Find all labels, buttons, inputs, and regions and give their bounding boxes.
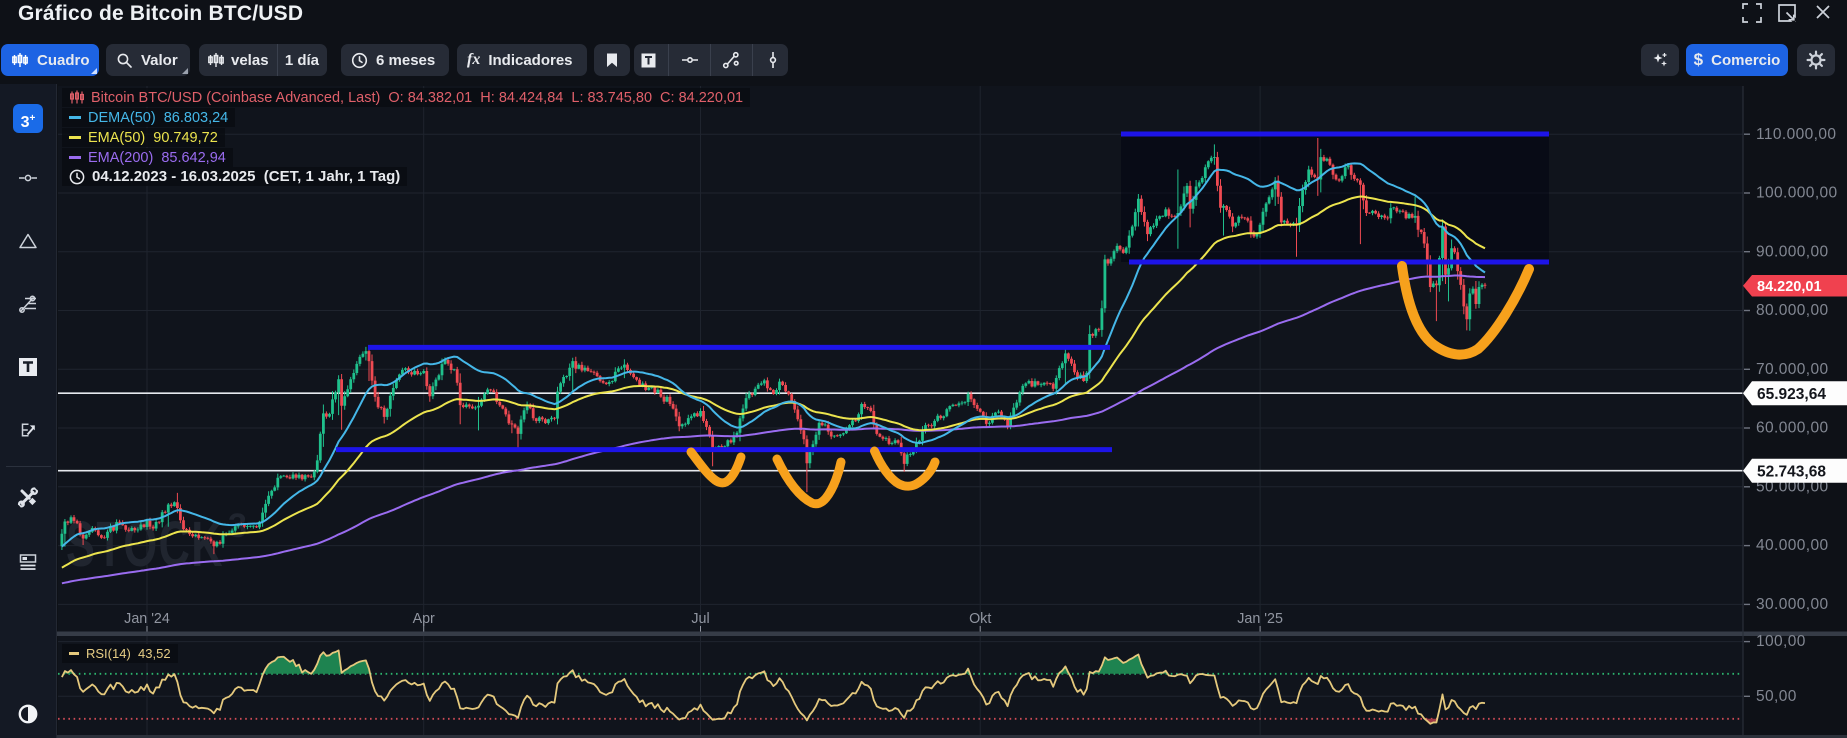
svg-text:65.923,64: 65.923,64 xyxy=(1757,386,1826,403)
svg-text:50,00: 50,00 xyxy=(1756,688,1797,705)
svg-text:52.743,68: 52.743,68 xyxy=(1757,463,1826,480)
svg-text:Jan '25: Jan '25 xyxy=(1237,611,1283,627)
svg-text:30.000,00: 30.000,00 xyxy=(1756,596,1829,613)
svg-text:Jan '24: Jan '24 xyxy=(124,611,170,627)
svg-text:90.000,00: 90.000,00 xyxy=(1756,243,1829,260)
svg-text:STOCK: STOCK xyxy=(66,508,224,580)
svg-text:110.000,00: 110.000,00 xyxy=(1756,126,1836,143)
svg-text:80.000,00: 80.000,00 xyxy=(1756,302,1829,319)
svg-text:Apr: Apr xyxy=(413,611,435,627)
svg-text:40.000,00: 40.000,00 xyxy=(1756,537,1829,554)
svg-text:100.000,00: 100.000,00 xyxy=(1756,185,1838,202)
svg-text:Jul: Jul xyxy=(691,611,709,627)
svg-text:Okt: Okt xyxy=(969,611,991,627)
svg-text:100,00: 100,00 xyxy=(1756,633,1806,650)
svg-text:60.000,00: 60.000,00 xyxy=(1756,420,1829,437)
svg-text:84.220,01: 84.220,01 xyxy=(1757,279,1822,295)
svg-text:70.000,00: 70.000,00 xyxy=(1756,361,1829,378)
